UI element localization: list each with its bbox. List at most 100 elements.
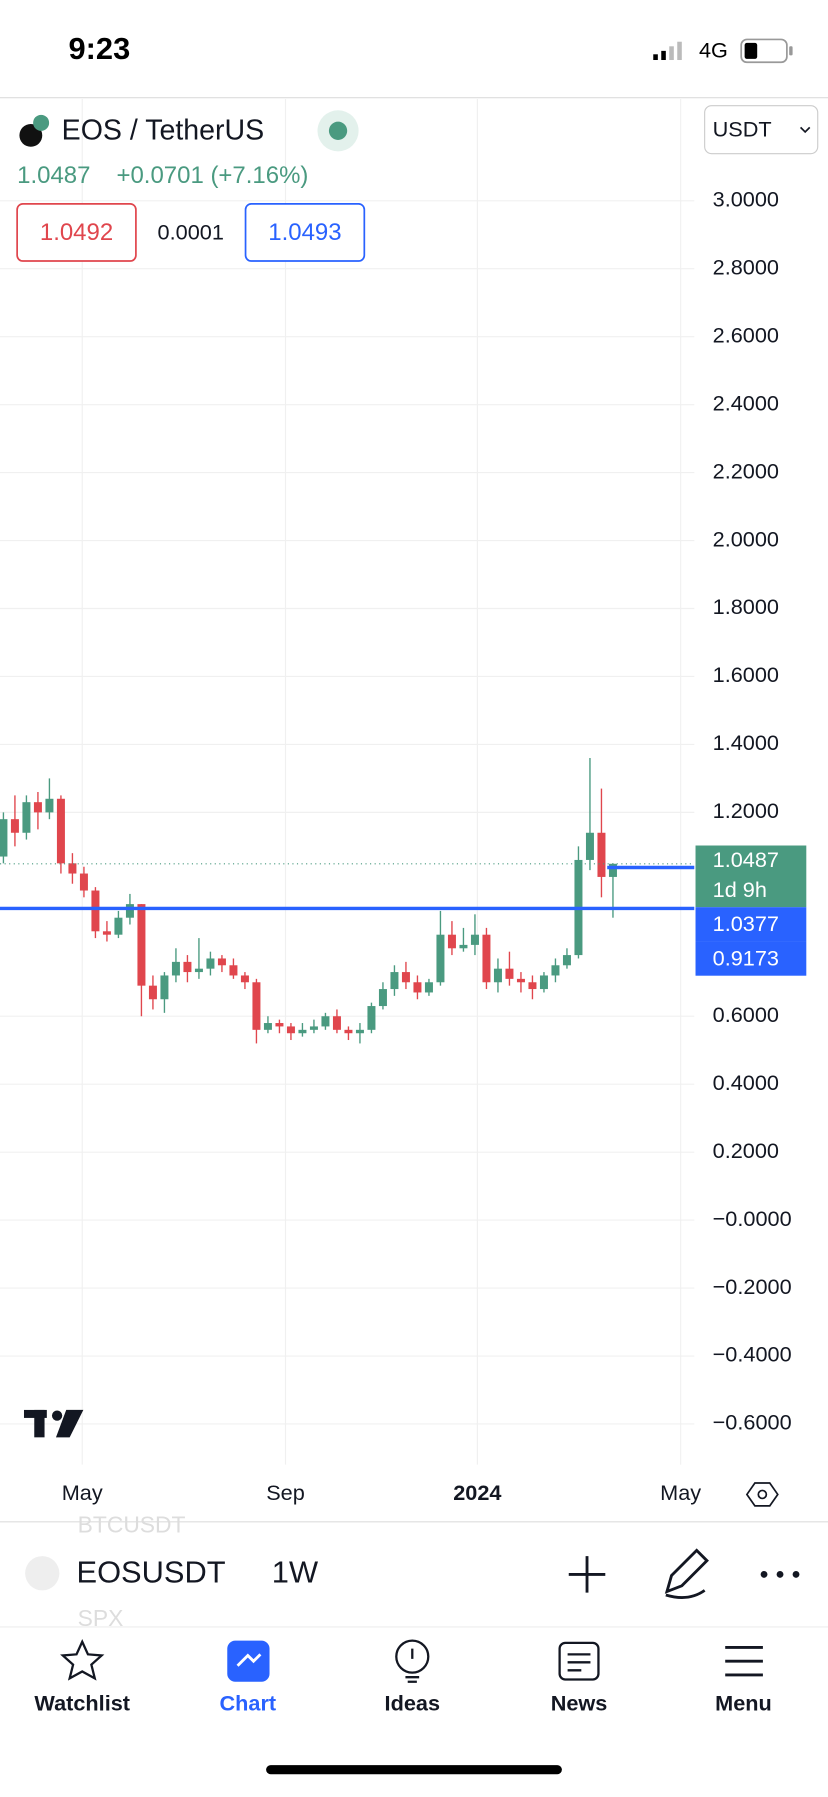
bid-price[interactable]: 1.0492 — [40, 219, 113, 246]
candle-body — [516, 978, 525, 983]
candle-body — [505, 968, 514, 979]
last-price: 1.0487 — [17, 162, 90, 189]
y-tick-label: −0.6000 — [713, 1410, 792, 1435]
candle-body — [114, 917, 123, 935]
candle-body — [470, 934, 479, 945]
spread: 0.0001 — [158, 219, 224, 244]
tab-label[interactable]: Menu — [715, 1690, 772, 1715]
currency-selector[interactable] — [704, 105, 819, 155]
candle-body — [539, 975, 548, 990]
news-icon[interactable] — [558, 1641, 600, 1681]
y-tick-label: 2.2000 — [713, 458, 779, 483]
x-tick-label: May — [660, 1480, 701, 1505]
news-icon-lines — [567, 1653, 591, 1672]
ideas-icon-detail — [405, 1648, 420, 1683]
candle-body — [217, 958, 226, 966]
chevron — [799, 126, 811, 134]
candle-body — [171, 961, 180, 976]
candle-body — [68, 863, 77, 874]
y-tick-label: 1.2000 — [713, 798, 779, 823]
candle-body — [33, 802, 42, 813]
price-change: +0.0701 (+7.16%) — [116, 162, 308, 189]
settings-icon-dot — [757, 1489, 768, 1500]
candle-body — [551, 965, 560, 976]
battery-icon — [740, 38, 793, 64]
currency[interactable]: USDT — [713, 117, 772, 142]
candle-body — [298, 1029, 307, 1034]
x-tick-label: Sep — [266, 1480, 305, 1505]
chart: 3.0000 2.8000 2.6000 2.4000 2.2000 2.0000 1.80… — [0, 98, 807, 1505]
chart-icon[interactable] — [227, 1640, 270, 1682]
y-tick-label: 0.4000 — [713, 1070, 779, 1095]
y-tick-label: 1.8000 — [713, 594, 779, 619]
candle-body — [597, 832, 606, 877]
chart-icon-line — [236, 1653, 262, 1667]
y-tick-label: 0.2000 — [713, 1138, 779, 1163]
more-button[interactable] — [760, 1570, 800, 1578]
y-tick-label: 2.8000 — [713, 254, 779, 279]
faded-symbol: BTCUSDT — [78, 1511, 186, 1537]
candle-body — [0, 819, 8, 857]
watchlist-icon[interactable] — [60, 1639, 105, 1681]
status-time: 9:23 — [69, 31, 131, 66]
ideas-icon[interactable] — [395, 1639, 430, 1674]
level-badge — [695, 907, 807, 942]
candle-body — [286, 1026, 295, 1034]
candle-body — [56, 798, 65, 864]
candle-body — [355, 1029, 364, 1034]
candle-body — [424, 982, 433, 993]
candle-body — [148, 985, 157, 1000]
candle-body — [493, 968, 502, 983]
candle-body — [194, 968, 203, 973]
tab-label[interactable]: Chart — [220, 1690, 277, 1715]
y-tick-label: 2.4000 — [713, 390, 779, 415]
candle-body — [22, 802, 31, 833]
candle-body — [367, 1006, 376, 1030]
candle-body — [585, 832, 594, 860]
candle-body — [240, 975, 249, 983]
candle-body — [252, 982, 261, 1030]
candle-body — [459, 944, 468, 949]
price-badge — [695, 845, 807, 908]
y-tick-label: 1.6000 — [713, 662, 779, 687]
candle-body — [401, 972, 410, 983]
draw-button[interactable] — [664, 1548, 709, 1599]
toolbar-interval[interactable]: 1W — [272, 1555, 318, 1590]
settings-icon[interactable] — [745, 1482, 779, 1507]
add-button[interactable] — [568, 1556, 606, 1593]
buy-button[interactable] — [244, 203, 366, 262]
y-tick-label: 3.0000 — [713, 187, 779, 212]
candle-body — [102, 931, 111, 935]
candle-body — [332, 1016, 341, 1030]
plot-area — [0, 98, 695, 1465]
candle-body — [562, 955, 571, 966]
toolbar-symbol[interactable]: EOSUSDT — [77, 1555, 226, 1590]
candle-body — [229, 965, 238, 976]
x-tick-label: 2024 — [453, 1480, 501, 1505]
candle-body — [263, 1023, 272, 1030]
tab-label[interactable]: Ideas — [385, 1690, 440, 1715]
candle-body — [91, 890, 100, 932]
candle-body — [344, 1029, 353, 1034]
sell-button[interactable] — [16, 203, 137, 262]
home-indicator — [266, 1765, 562, 1775]
price-badge-label: 1.0487 — [713, 847, 779, 872]
y-tick-label: 1.4000 — [713, 730, 779, 755]
candle-body — [183, 961, 192, 973]
y-tick-label: 2.6000 — [713, 322, 779, 347]
candle-body — [321, 1016, 330, 1027]
tab-label[interactable]: Watchlist — [34, 1690, 130, 1715]
ask-price[interactable]: 1.0493 — [268, 219, 341, 246]
candle-body — [378, 989, 387, 1007]
y-tick-label: 0.6000 — [713, 1002, 779, 1027]
tab-label[interactable]: News — [551, 1690, 608, 1715]
candle-body — [447, 934, 456, 949]
candle-body — [528, 982, 537, 990]
y-tick-label: −0.0000 — [713, 1206, 792, 1231]
menu-icon[interactable] — [725, 1646, 763, 1677]
candle-body — [137, 904, 146, 986]
exchange-logo — [33, 114, 50, 131]
candle-body — [275, 1023, 284, 1027]
